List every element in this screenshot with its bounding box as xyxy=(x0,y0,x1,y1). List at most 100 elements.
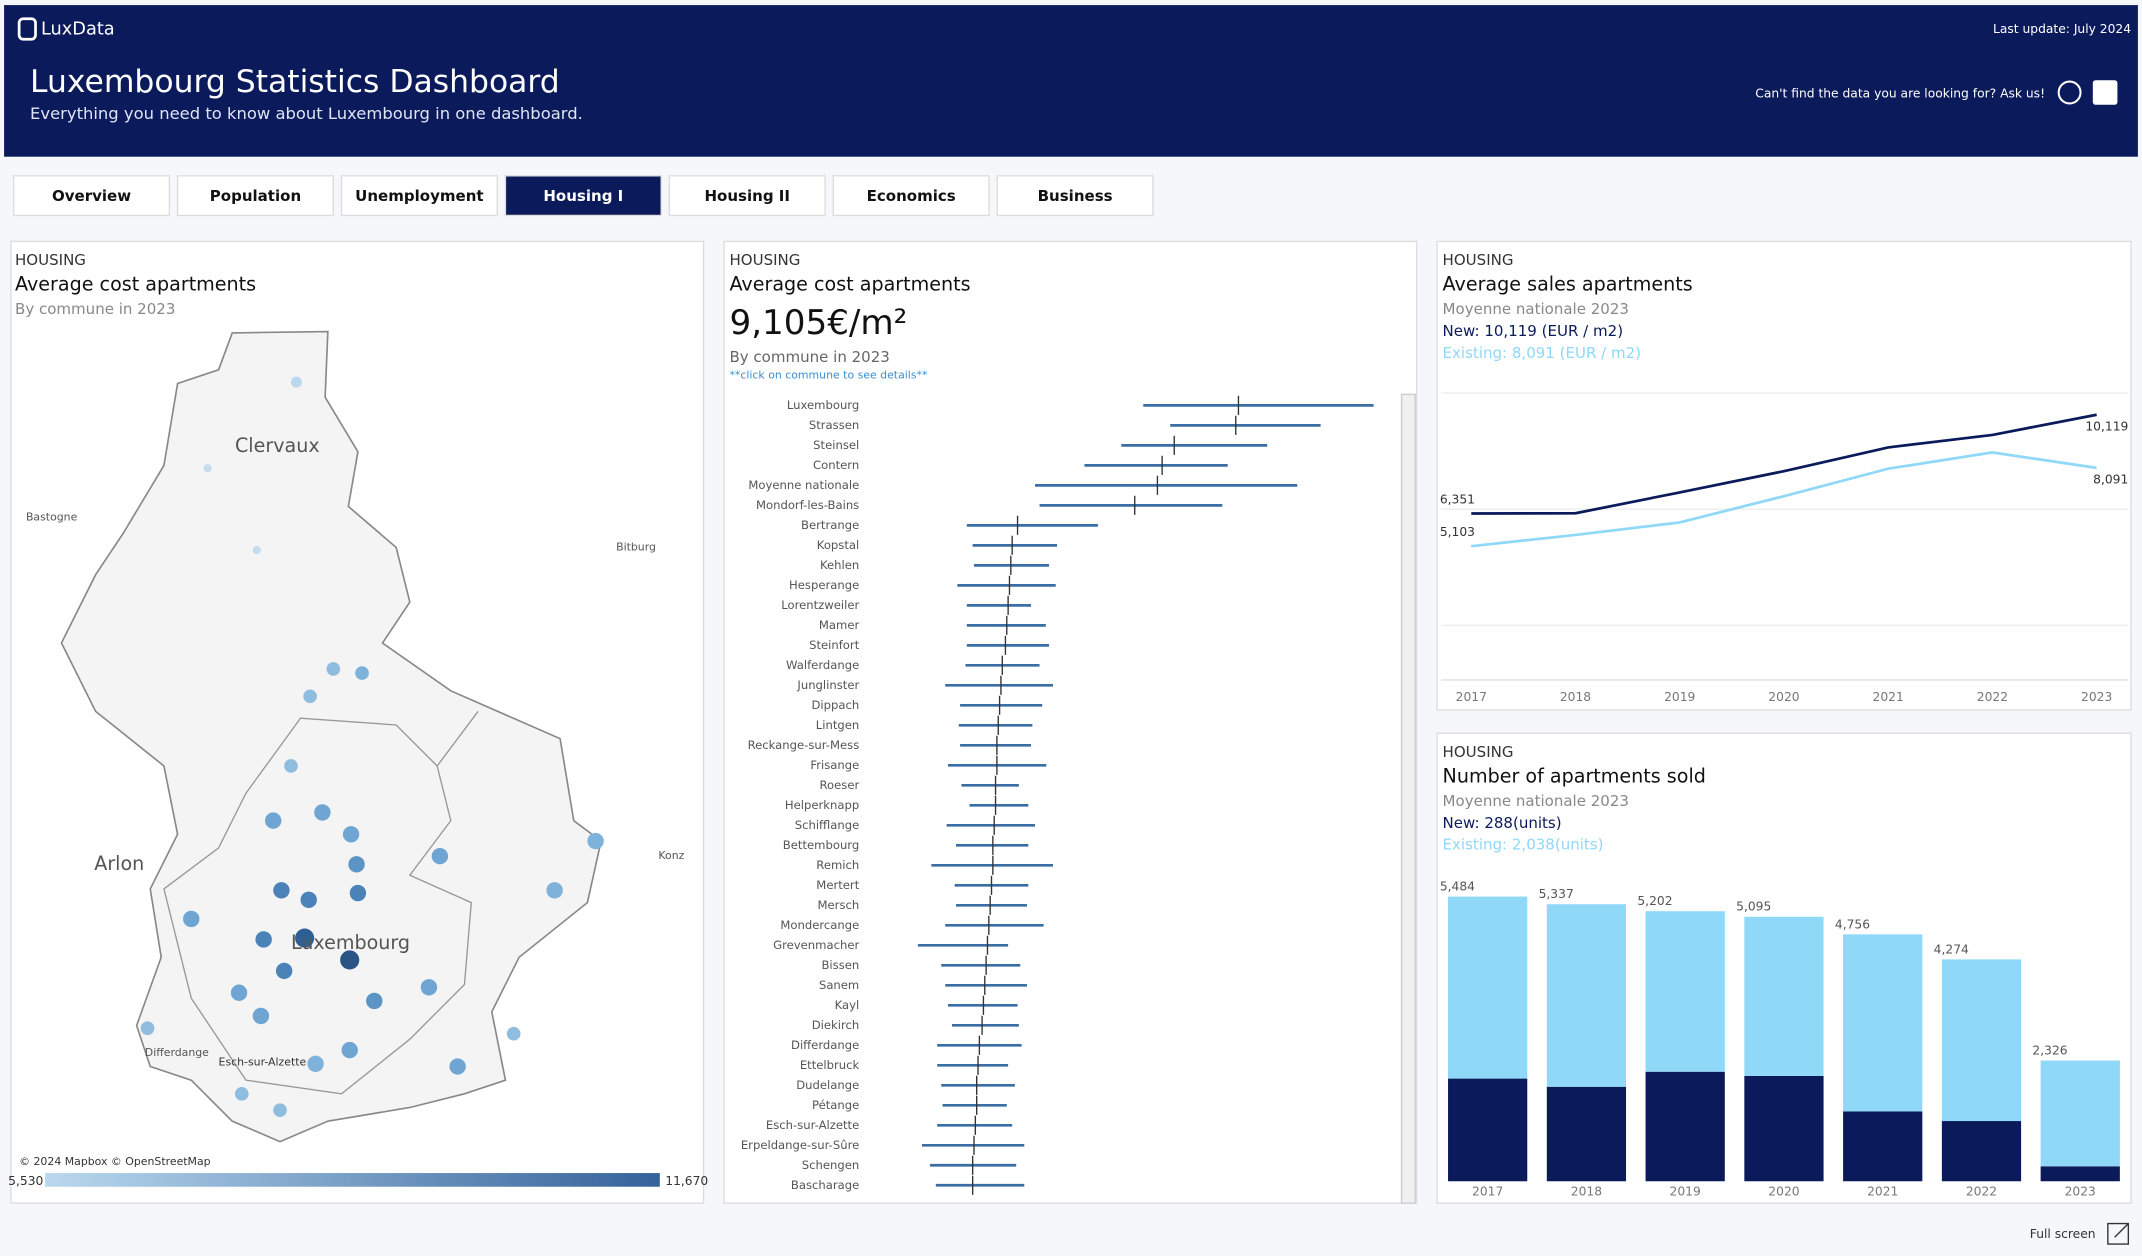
line-panel xyxy=(1436,240,2132,711)
tab-label[interactable]: Housing I xyxy=(543,187,623,205)
x-tick-label: 2017 xyxy=(1456,690,1487,704)
tab[interactable] xyxy=(668,175,826,217)
row-label[interactable]: Moyenne nationale xyxy=(748,478,859,492)
row-label[interactable]: Esch-sur-Alzette xyxy=(766,1118,859,1132)
total-label: 5,095 xyxy=(1736,900,1771,914)
panel-subtitle: Moyenne nationale 2023 xyxy=(1443,792,1629,810)
logo: LuxData xyxy=(41,20,115,40)
row-label[interactable]: Dudelange xyxy=(796,1078,859,1092)
row-label[interactable]: Mertert xyxy=(816,878,859,892)
bar-segment xyxy=(1645,911,1725,1072)
row-label[interactable]: Pétange xyxy=(812,1098,859,1112)
bar-segment xyxy=(2040,1060,2120,1167)
total-label: 4,756 xyxy=(1835,917,1870,931)
color-legend xyxy=(45,1173,660,1187)
x-tick-label: 2020 xyxy=(1768,690,1799,704)
kpi: 9,105€/m² xyxy=(729,303,907,343)
map-credit: © 2024 Mapbox © OpenStreetMap xyxy=(19,1155,211,1168)
x-tick-label: 2019 xyxy=(1670,1185,1701,1199)
map-dots xyxy=(140,376,604,1118)
row-label[interactable]: Steinsel xyxy=(813,438,859,452)
errorbar-panel xyxy=(723,240,1418,1204)
x-tick-label: 2021 xyxy=(1867,1185,1898,1199)
row-label[interactable]: Helperknapp xyxy=(785,798,859,812)
row-label[interactable]: Bettembourg xyxy=(783,838,859,852)
row-label[interactable]: Kopstal xyxy=(817,538,859,552)
tab-label[interactable]: Housing II xyxy=(704,187,790,205)
map-districts xyxy=(163,710,479,1095)
panel-title: Average cost apartments xyxy=(729,273,970,296)
bar-segment xyxy=(1941,959,2022,1122)
row-label[interactable]: Dippach xyxy=(811,698,859,712)
kpi-new: New: 288(units) xyxy=(1443,814,1562,832)
row-label[interactable]: Schengen xyxy=(802,1158,859,1172)
legend-max: 11,670 xyxy=(665,1174,708,1188)
row-label[interactable]: Walferdange xyxy=(786,658,859,672)
row-label[interactable]: Ettelbruck xyxy=(800,1058,860,1072)
row-label[interactable]: Mamer xyxy=(819,618,860,632)
row-label[interactable]: Erpeldange-sur-Sûre xyxy=(741,1138,859,1152)
full-screen[interactable]: Full screen xyxy=(2030,1227,2096,1241)
row-label[interactable]: Hesperange xyxy=(789,578,859,592)
tab[interactable] xyxy=(12,175,171,217)
row-label[interactable]: Schifflange xyxy=(795,818,860,832)
tab[interactable] xyxy=(340,175,498,217)
row-label[interactable]: Mondercange xyxy=(780,918,859,932)
row-label[interactable]: Bascharage xyxy=(791,1178,859,1192)
row-label[interactable]: Remich xyxy=(816,858,859,872)
title: Luxembourg Statistics Dashboard xyxy=(30,64,560,100)
kicker: HOUSING xyxy=(15,251,86,269)
total-label: 2,326 xyxy=(2032,1043,2067,1057)
tab[interactable] xyxy=(832,175,990,217)
bar-segment xyxy=(1941,1121,2022,1182)
row-label[interactable]: Kehlen xyxy=(820,558,859,572)
tab-label[interactable]: Economics xyxy=(867,187,956,205)
row-label[interactable]: Luxembourg xyxy=(787,398,859,412)
line-series xyxy=(1471,413,2097,515)
globe-icon[interactable] xyxy=(2057,80,2082,105)
total-label: 5,202 xyxy=(1637,894,1672,908)
tab[interactable] xyxy=(504,175,662,217)
kpi-new: New: 10,119 (EUR / m2) xyxy=(1443,322,1624,340)
bar-segment xyxy=(1843,1111,1923,1182)
tab-label[interactable]: Population xyxy=(210,187,301,205)
row-label[interactable]: Mondorf-les-Bains xyxy=(756,498,859,512)
row-label[interactable]: Differdange xyxy=(791,1038,859,1052)
scrollbar[interactable] xyxy=(1400,393,1416,1204)
tab-label[interactable]: Overview xyxy=(52,187,131,205)
ask-link[interactable]: Can't find the data you are looking for?… xyxy=(1755,86,2045,100)
row-label[interactable]: Kayl xyxy=(835,998,860,1012)
row-label[interactable]: Junglinster xyxy=(796,678,859,692)
row-label[interactable]: Roeser xyxy=(819,778,859,792)
bar-segment xyxy=(1744,916,1824,1076)
x-tick-label: 2020 xyxy=(1768,1185,1799,1199)
row-label[interactable]: Lintgen xyxy=(816,718,859,732)
row-label[interactable]: Diekirch xyxy=(812,1018,860,1032)
row-label[interactable]: Contern xyxy=(813,458,859,472)
row-label[interactable]: Bertrange xyxy=(801,518,859,532)
row-label[interactable]: Steinfort xyxy=(809,638,860,652)
panel-subtitle: By commune in 2023 xyxy=(15,300,175,318)
row-label[interactable]: Mersch xyxy=(818,898,860,912)
row-label[interactable]: Sanem xyxy=(819,978,859,992)
row-label[interactable]: Lorentzweiler xyxy=(781,598,859,612)
tab[interactable] xyxy=(176,175,335,217)
x-tick-label: 2017 xyxy=(1472,1185,1503,1199)
row-label[interactable]: Grevenmacher xyxy=(773,938,859,952)
full-screen-icon[interactable] xyxy=(2107,1222,2130,1245)
map-outline xyxy=(60,330,602,1143)
tab[interactable] xyxy=(996,175,1154,217)
x-tick-label: 2023 xyxy=(2081,690,2112,704)
x-tick-label: 2022 xyxy=(1966,1185,1997,1199)
kicker: HOUSING xyxy=(729,251,800,269)
tab-label[interactable]: Unemployment xyxy=(355,187,483,205)
logo-icon xyxy=(17,17,37,41)
row-label[interactable]: Frisange xyxy=(810,758,859,772)
row-label[interactable]: Reckange-sur-Mess xyxy=(748,738,860,752)
row-label[interactable]: Bissen xyxy=(821,958,859,972)
bar-segment xyxy=(1744,1075,1824,1182)
row-label[interactable]: Strassen xyxy=(809,418,859,432)
tab-label[interactable]: Business xyxy=(1038,187,1113,205)
linkedin-icon[interactable] xyxy=(2092,80,2118,105)
data-label: 10,119 xyxy=(2085,420,2128,434)
